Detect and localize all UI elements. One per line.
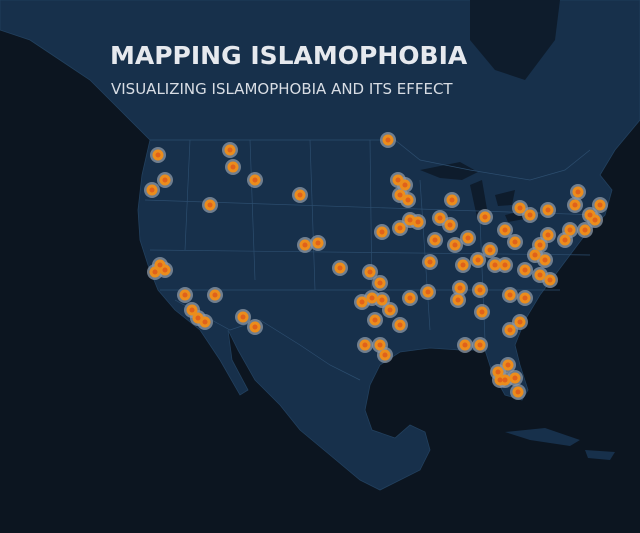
marker [522, 295, 528, 301]
marker [407, 295, 413, 301]
marker [517, 205, 523, 211]
marker [502, 377, 508, 383]
marker [157, 262, 163, 268]
marker [162, 267, 168, 273]
marker [532, 252, 538, 258]
marker [537, 242, 543, 248]
marker [379, 297, 385, 303]
marker [189, 307, 195, 313]
marker [367, 269, 373, 275]
marker [512, 375, 518, 381]
marker [597, 202, 603, 208]
marker [547, 277, 553, 283]
marker [545, 207, 551, 213]
marker [475, 257, 481, 263]
marker [592, 217, 598, 223]
marker [377, 280, 383, 286]
marker [227, 147, 233, 153]
marker [240, 314, 246, 320]
marker [149, 187, 155, 193]
marker [415, 219, 421, 225]
marker [402, 182, 408, 188]
marker [385, 137, 391, 143]
marker [512, 239, 518, 245]
marker [502, 227, 508, 233]
marker [447, 222, 453, 228]
marker [195, 315, 201, 321]
marker [587, 212, 593, 218]
marker [382, 352, 388, 358]
marker [377, 342, 383, 348]
marker [337, 265, 343, 271]
marker [359, 299, 365, 305]
marker [465, 235, 471, 241]
marker [562, 237, 568, 243]
marker [462, 342, 468, 348]
marker [202, 319, 208, 325]
subtitle: VISUALIZING ISLAMOPHOBIA AND ITS EFFECT [111, 80, 453, 98]
marker [495, 369, 501, 375]
marker [155, 152, 161, 158]
marker [302, 242, 308, 248]
marker [230, 164, 236, 170]
marker [152, 269, 158, 275]
marker [455, 297, 461, 303]
marker [397, 322, 403, 328]
marker [545, 232, 551, 238]
marker [182, 292, 188, 298]
marker [452, 242, 458, 248]
marker [522, 267, 528, 273]
marker [397, 192, 403, 198]
marker [537, 272, 543, 278]
marker [207, 202, 213, 208]
marker [297, 192, 303, 198]
marker [379, 229, 385, 235]
marker [507, 327, 513, 333]
marker [425, 289, 431, 295]
marker [502, 262, 508, 268]
marker [479, 309, 485, 315]
marker [369, 295, 375, 301]
marker [527, 212, 533, 218]
marker [432, 237, 438, 243]
marker [542, 257, 548, 263]
island [505, 428, 615, 460]
marker [437, 215, 443, 221]
marker [460, 262, 466, 268]
marker [407, 217, 413, 223]
marker [449, 197, 455, 203]
marker [362, 342, 368, 348]
marker [492, 262, 498, 268]
marker [212, 292, 218, 298]
marker [507, 292, 513, 298]
marker [387, 307, 393, 313]
marker [517, 319, 523, 325]
marker [497, 377, 503, 383]
marker [572, 202, 578, 208]
marker [397, 225, 403, 231]
marker [457, 285, 463, 291]
title: MAPPING ISLAMOPHOBIA [110, 41, 468, 70]
marker [405, 197, 411, 203]
marker [575, 189, 581, 195]
marker [162, 177, 168, 183]
marker [482, 214, 488, 220]
marker [395, 177, 401, 183]
marker [252, 324, 258, 330]
lake [470, 0, 560, 80]
marker [567, 227, 573, 233]
marker [372, 317, 378, 323]
incident-markers [144, 132, 608, 400]
marker [582, 227, 588, 233]
marker [505, 362, 511, 368]
marker [515, 389, 521, 395]
marker [477, 287, 483, 293]
marker [477, 342, 483, 348]
marker [252, 177, 258, 183]
marker [427, 259, 433, 265]
marker [487, 247, 493, 253]
lake [420, 162, 535, 222]
marker [315, 240, 321, 246]
